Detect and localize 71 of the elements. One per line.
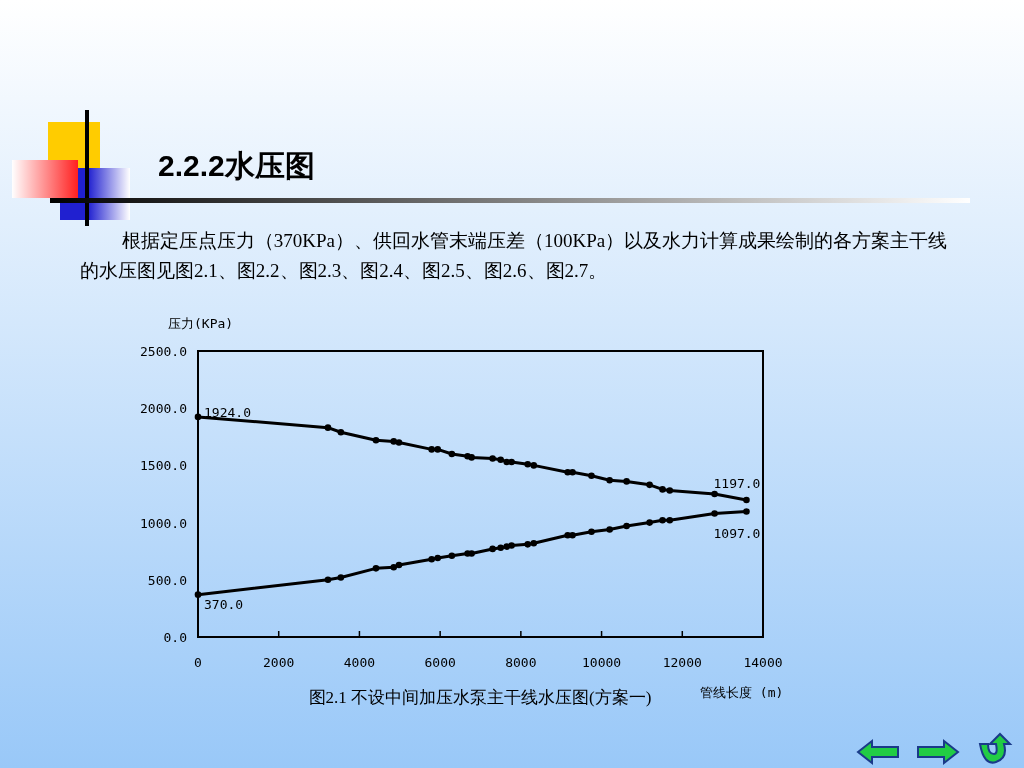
point [324,576,332,584]
point [508,542,515,549]
x-tick-label: 12000 [662,655,702,670]
data-label: 1197.0 [713,476,761,492]
y-tick-label: 1000.0 [140,515,187,531]
point [646,481,653,489]
chart-subtitle: 根据定压点压力（370KPa）、供回水管末端压差（100KPa）以及水力计算成果绘制的各方案主干线的水压图见图2.1、图2.2、图2.3、图2.4、图2.5、图2.6、图2.7。 [80,229,949,283]
y-tick-label: 0.0 [163,630,187,645]
point [448,450,456,458]
point [659,517,666,524]
point [497,544,504,552]
point [588,472,595,479]
point [606,476,613,484]
point [372,565,380,572]
x-tick-label: 8000 [505,655,537,670]
data-label: 1097.0 [713,525,761,541]
point [337,428,345,436]
point [646,519,653,526]
caption: 图2.1 不设中间加压水泵主干线水压图(方案一) [308,688,652,707]
point [434,446,442,453]
point [530,539,538,547]
x-tick-label: 4000 [343,655,376,670]
point [428,555,435,563]
point [395,561,403,569]
point [395,439,403,446]
point [194,413,202,421]
point [497,456,504,463]
chart-title: 2.2.2水压图 [158,149,315,182]
data-label: 370.0 [204,596,244,612]
point [524,541,532,548]
point [448,552,456,560]
point [434,554,442,562]
point [711,510,718,517]
data-label: 1924.0 [204,404,251,420]
point [390,563,398,571]
point [569,468,576,476]
y-tick-label: 2000.0 [140,401,187,417]
point [524,460,532,468]
point [623,478,630,485]
point [337,574,345,581]
point [666,517,674,524]
point [428,446,435,453]
point [743,496,750,504]
point [623,522,630,530]
point [569,531,576,539]
point [666,487,674,494]
point [468,454,475,461]
point [489,545,496,553]
point [508,458,515,466]
point [659,486,666,493]
x-axis-title: 管线长度 (m) [700,685,784,700]
x-tick-label: 0 [194,655,202,670]
x-tick-label: 6000 [424,655,456,670]
point [468,550,475,557]
point [390,438,398,445]
y-tick-label: 500.0 [147,572,187,588]
point [530,462,538,469]
point [489,455,496,462]
y-tick-label: 2500.0 [140,344,187,359]
x-tick-label: 14000 [743,655,783,670]
point [711,490,718,498]
point [588,528,595,536]
point [194,591,202,598]
point [324,424,332,431]
point [743,508,750,515]
point [372,436,380,444]
point [606,526,613,533]
x-tick-label: 2000 [263,655,295,670]
x-tick-label: 10000 [582,655,622,670]
y-axis-title: 压力(KPa) [168,316,234,331]
y-tick-label: 1500.0 [140,458,187,474]
